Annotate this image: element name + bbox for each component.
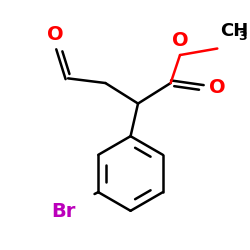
Text: O: O <box>172 32 188 50</box>
Text: 3: 3 <box>238 30 246 43</box>
Text: Br: Br <box>52 202 76 222</box>
Text: O: O <box>47 25 63 44</box>
Text: O: O <box>209 78 226 97</box>
Text: CH: CH <box>220 22 248 40</box>
